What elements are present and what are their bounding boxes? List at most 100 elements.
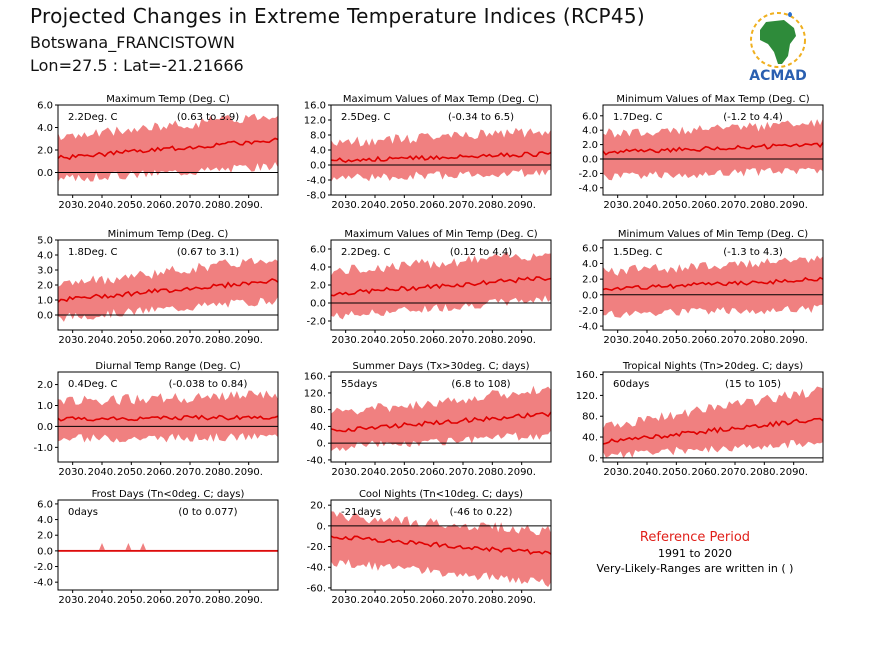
y-tick-label: 3.0	[37, 266, 53, 277]
x-tick-label: 2070.	[721, 200, 750, 211]
chart-title: Maximum Values of Min Temp (Deg. C)	[344, 229, 537, 240]
y-tick-label: 2.0	[37, 531, 53, 542]
change-value-label: -21days	[341, 507, 381, 518]
x-tick-label: 2080.	[478, 595, 507, 606]
reference-period-title: Reference Period	[639, 530, 751, 545]
x-tick-label: 2090.	[779, 335, 808, 346]
x-tick-label: 2080.	[750, 467, 779, 478]
y-tick-label: 120.	[304, 388, 326, 399]
y-tick-label: -4.0	[578, 322, 598, 333]
y-tick-label: 4.0	[582, 126, 598, 137]
x-tick-label: 2050.	[662, 335, 691, 346]
change-value-label: 1.8Deg. C	[68, 247, 117, 258]
y-tick-label: 0.0	[582, 290, 598, 301]
x-tick-label: 2060.	[146, 335, 175, 346]
y-tick-label: 80.	[582, 412, 598, 423]
likely-range-label: (-1.2 to 4.4)	[723, 112, 783, 123]
chart-title: Frost Days (Tn<0deg. C; days)	[92, 489, 245, 500]
chart-title: Diurnal Temp Range (Deg. C)	[95, 361, 240, 372]
y-tick-label: 12.0	[304, 116, 326, 127]
x-tick-label: 2080.	[205, 335, 234, 346]
plot-frame	[57, 371, 279, 463]
x-tick-label: 2030.	[331, 335, 360, 346]
plot-frame	[330, 371, 552, 463]
x-tick-label: 2030.	[331, 467, 360, 478]
x-tick-label: 2050.	[390, 467, 419, 478]
y-tick-label: 4.0	[310, 263, 326, 274]
likely-range-band	[603, 386, 823, 459]
x-tick-label: 2030.	[603, 335, 632, 346]
y-tick-label: 0.0	[37, 168, 53, 179]
y-tick-label: 0.0	[37, 422, 53, 433]
plot-frame	[602, 371, 824, 463]
x-tick-label: 2060.	[691, 467, 720, 478]
y-tick-label: 4.0	[582, 259, 598, 270]
y-tick-label: 6.0	[582, 243, 598, 254]
y-tick-label: 0.0	[310, 299, 326, 310]
y-tick-label: 160.	[576, 370, 598, 381]
x-tick-label: 2090.	[234, 595, 263, 606]
x-tick-label: 2090.	[779, 467, 808, 478]
x-tick-label: 2050.	[662, 467, 691, 478]
likely-range-label: (0.12 to 4.4)	[450, 247, 512, 258]
change-value-label: 2.2Deg. C	[68, 112, 117, 123]
ensemble-mean-line	[602, 417, 824, 445]
y-tick-label: -2.0	[306, 317, 326, 328]
chart-panel: 160. 120. 80. 40. 0. -40. 2030. 2040. 2050. 2060.…	[304, 361, 552, 478]
likely-range-band	[331, 127, 551, 183]
x-tick-label: 2070.	[449, 200, 478, 211]
likely-range-label: (-0.038 to 0.84)	[169, 379, 248, 390]
x-tick-label: 2070.	[176, 335, 205, 346]
x-tick-label: 2060.	[419, 200, 448, 211]
y-tick-label: -2.0	[578, 169, 598, 180]
x-tick-label: 2050.	[390, 335, 419, 346]
chart-panel: 160. 120. 80. 40. 0. 2030. 2040. 2050. 2060. 2070…	[576, 361, 824, 478]
x-tick-label: 2060.	[419, 595, 448, 606]
x-tick-label: 2070.	[449, 335, 478, 346]
likely-range-label: (6.8 to 108)	[451, 379, 510, 390]
x-tick-label: 2080.	[478, 335, 507, 346]
x-tick-label: 2040.	[633, 467, 662, 478]
y-tick-label: 0.	[316, 521, 326, 532]
x-tick-label: 2050.	[117, 467, 146, 478]
y-tick-label: -4.0	[306, 176, 326, 187]
x-tick-label: 2060.	[419, 335, 448, 346]
x-tick-label: 2030.	[58, 335, 87, 346]
x-tick-label: 2080.	[205, 467, 234, 478]
x-tick-label: 2090.	[507, 200, 536, 211]
ensemble-mean-line	[330, 411, 552, 433]
likely-range-band	[603, 255, 823, 318]
x-tick-label: 2030.	[603, 200, 632, 211]
acmad-logo: ACMAD	[749, 12, 807, 84]
x-tick-label: 2040.	[633, 335, 662, 346]
y-tick-label: -8.0	[306, 191, 326, 202]
x-tick-label: 2050.	[117, 335, 146, 346]
y-tick-label: 0.0	[310, 161, 326, 172]
x-tick-label: 2040.	[361, 200, 390, 211]
y-tick-label: 0.	[588, 453, 598, 464]
ensemble-mean-line	[602, 142, 824, 156]
likely-range-label: (-1.3 to 4.3)	[723, 247, 783, 258]
x-tick-label: 2030.	[58, 467, 87, 478]
y-tick-label: 1.0	[37, 401, 53, 412]
x-tick-label: 2030.	[58, 595, 87, 606]
x-tick-label: 2090.	[507, 335, 536, 346]
chart-title: Cool Nights (Tn<10deg. C; days)	[359, 489, 523, 500]
x-tick-label: 2070.	[721, 467, 750, 478]
y-tick-label: -2.0	[578, 306, 598, 317]
x-tick-label: 2030.	[331, 200, 360, 211]
station-name: Botswana_FRANCISTOWN	[30, 33, 235, 52]
y-tick-label: 0.0	[37, 311, 53, 322]
y-tick-label: 120.	[576, 391, 598, 402]
change-value-label: 1.7Deg. C	[613, 112, 662, 123]
likely-range-label: (-0.34 to 6.5)	[448, 112, 514, 123]
likely-range-band	[58, 390, 278, 443]
x-tick-label: 2080.	[478, 467, 507, 478]
reference-period-note: Very-Likely-Ranges are written in ( )	[596, 562, 794, 575]
station-coordinates: Lon=27.5 : Lat=-21.21666	[30, 56, 244, 75]
chart-panel: 6.0 4.0 2.0 0.0 -2.0 -4.0 2030. 2040. 2050. 2060.…	[578, 94, 824, 211]
y-tick-label: -40.	[306, 455, 326, 466]
y-tick-label: 4.0	[37, 515, 53, 526]
x-tick-label: 2090.	[507, 595, 536, 606]
